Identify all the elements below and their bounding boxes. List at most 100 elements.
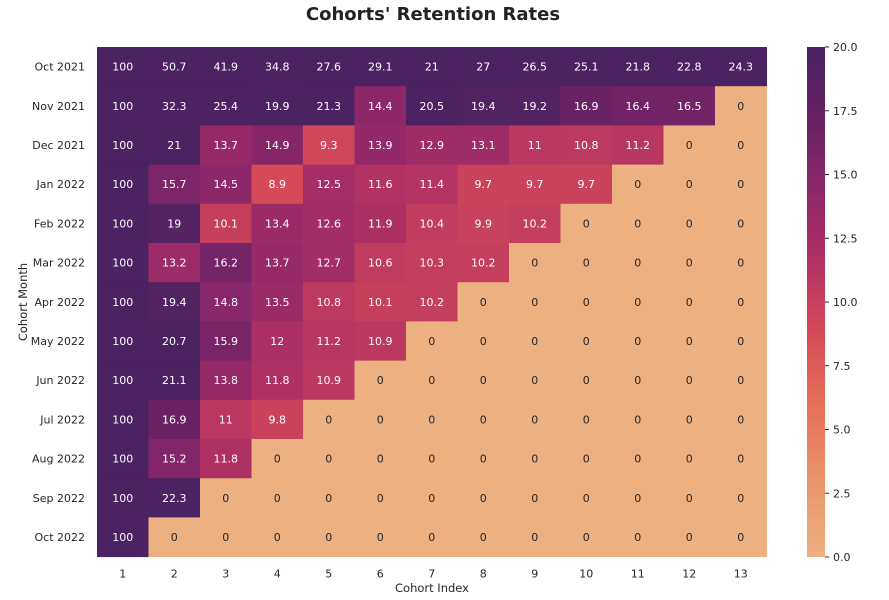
cell-value-label: 0 — [531, 335, 538, 348]
heatmap-cell — [354, 86, 407, 126]
heatmap-cell — [509, 360, 561, 401]
cell-value-label: 16.9 — [574, 100, 599, 113]
x-tick-label: 8 — [480, 568, 487, 581]
heatmap-cell — [509, 439, 561, 479]
cell-value-label: 13.5 — [265, 296, 290, 309]
cell-value-label: 0 — [325, 413, 332, 426]
cell-value-label: 0 — [737, 531, 744, 544]
cell-value-label: 12.9 — [420, 139, 445, 152]
cell-value-label: 13.4 — [265, 217, 290, 230]
cell-value-label: 0 — [737, 217, 744, 230]
heatmap-cell — [406, 517, 458, 558]
cell-value-label: 0 — [274, 492, 281, 505]
cell-value-label: 0 — [222, 492, 229, 505]
heatmap-cell — [715, 125, 767, 166]
heatmap-cell — [148, 360, 201, 401]
heatmap-cell — [715, 164, 767, 205]
cell-value-label: 0 — [377, 531, 384, 544]
cell-value-label: 0 — [531, 257, 538, 270]
heatmap-cell — [251, 360, 304, 401]
cell-value-label: 0 — [686, 296, 693, 309]
cell-value-label: 0 — [274, 531, 281, 544]
heatmap-cell — [303, 86, 355, 126]
cell-value-label: 0 — [583, 217, 590, 230]
heatmap-cell — [612, 360, 664, 401]
heatmap-cell — [97, 360, 149, 401]
y-tick-label: Oct 2022 — [34, 531, 85, 544]
cell-value-label: 0 — [480, 492, 487, 505]
cell-value-label: 9.3 — [320, 139, 338, 152]
y-tick-label: Apr 2022 — [34, 296, 85, 309]
x-tick-label: 10 — [579, 568, 593, 581]
heatmap-cell — [354, 47, 407, 87]
cell-value-label: 0 — [377, 413, 384, 426]
x-tick-label: 6 — [377, 568, 384, 581]
cell-value-label: 21 — [167, 139, 181, 152]
cell-value-label: 0 — [737, 413, 744, 426]
cell-value-label: 13.9 — [368, 139, 393, 152]
heatmap-cell — [715, 478, 767, 518]
cell-value-label: 26.5 — [523, 61, 548, 74]
colorbar-tick-label: 2.5 — [833, 487, 851, 500]
x-tick-label: 11 — [631, 568, 645, 581]
y-tick-label: Nov 2021 — [32, 100, 85, 113]
colorbar-tick-label: 7.5 — [833, 360, 851, 373]
heatmap-cell — [148, 86, 201, 126]
heatmap-cell — [251, 47, 304, 87]
cell-value-label: 0 — [686, 178, 693, 191]
colorbar-tick-label: 12.5 — [833, 232, 858, 245]
cell-value-label: 27 — [476, 61, 490, 74]
heatmap-cell — [200, 282, 252, 322]
heatmap-cell — [560, 399, 613, 440]
heatmap-cell — [303, 47, 355, 87]
heatmap-cell — [148, 478, 201, 518]
colorbar-tick-label: 10.0 — [833, 296, 858, 309]
cell-value-label: 0 — [634, 296, 641, 309]
heatmap-cell — [97, 321, 149, 362]
cell-value-label: 50.7 — [162, 61, 187, 74]
cell-value-label: 100 — [112, 335, 133, 348]
cell-value-label: 19.2 — [523, 100, 548, 113]
heatmap-cell — [148, 164, 201, 205]
cell-value-label: 0 — [428, 531, 435, 544]
cell-value-label: 0 — [531, 492, 538, 505]
heatmap-cell — [509, 478, 561, 518]
heatmap-cell — [97, 203, 149, 244]
cell-value-label: 0 — [428, 453, 435, 466]
y-tick-label: Dec 2021 — [32, 139, 85, 152]
heatmap-cell — [457, 125, 510, 166]
cell-value-label: 25.4 — [214, 100, 239, 113]
cell-value-label: 0 — [634, 257, 641, 270]
heatmap-cell — [406, 203, 458, 244]
cell-value-label: 0 — [737, 178, 744, 191]
heatmap-cell — [406, 360, 458, 401]
heatmap-cell — [354, 164, 407, 205]
cell-value-label: 0 — [737, 335, 744, 348]
y-tick-label: Feb 2022 — [34, 217, 85, 230]
heatmap-cell — [200, 321, 252, 362]
cell-value-label: 11.9 — [368, 217, 393, 230]
cell-value-label: 0 — [737, 257, 744, 270]
cell-value-label: 0 — [428, 492, 435, 505]
x-tick-label: 7 — [428, 568, 435, 581]
cell-value-label: 19.4 — [162, 296, 187, 309]
heatmap-cell — [715, 282, 767, 322]
heatmap-cell — [663, 478, 716, 518]
cell-value-label: 0 — [222, 531, 229, 544]
heatmap-cell — [303, 517, 355, 558]
cell-value-label: 0 — [480, 453, 487, 466]
cell-value-label: 21 — [425, 61, 439, 74]
cell-value-label: 0 — [428, 335, 435, 348]
cell-value-label: 0 — [686, 453, 693, 466]
heatmap-cell — [200, 439, 252, 479]
heatmap-cell — [354, 243, 407, 283]
heatmap-cell — [663, 47, 716, 87]
cell-value-label: 8.9 — [269, 178, 287, 191]
cell-value-label: 9.7 — [578, 178, 596, 191]
colorbar-tick-label: 20.0 — [833, 41, 858, 54]
cell-value-label: 0 — [634, 217, 641, 230]
cell-value-label: 12 — [270, 335, 284, 348]
cell-value-label: 100 — [112, 374, 133, 387]
heatmap-cell — [406, 478, 458, 518]
heatmap-cell — [303, 439, 355, 479]
